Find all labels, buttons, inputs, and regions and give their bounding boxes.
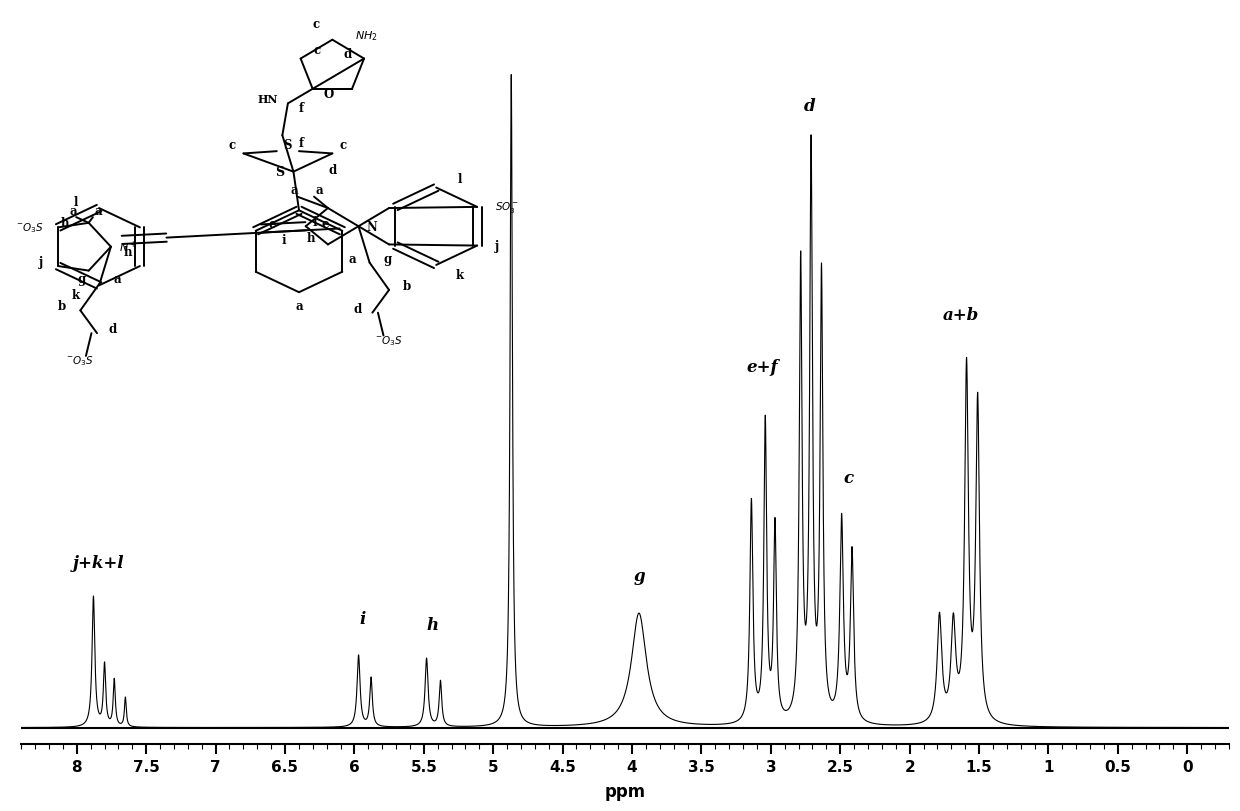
Text: a+b: a+b xyxy=(942,307,980,324)
Text: d: d xyxy=(804,98,816,115)
Text: j+k+l: j+k+l xyxy=(73,555,125,572)
X-axis label: ppm: ppm xyxy=(605,782,646,800)
Text: i: i xyxy=(360,610,366,627)
Text: c: c xyxy=(843,470,853,487)
Text: e+f: e+f xyxy=(746,359,779,376)
Text: h: h xyxy=(427,616,438,633)
Text: g: g xyxy=(634,568,645,585)
